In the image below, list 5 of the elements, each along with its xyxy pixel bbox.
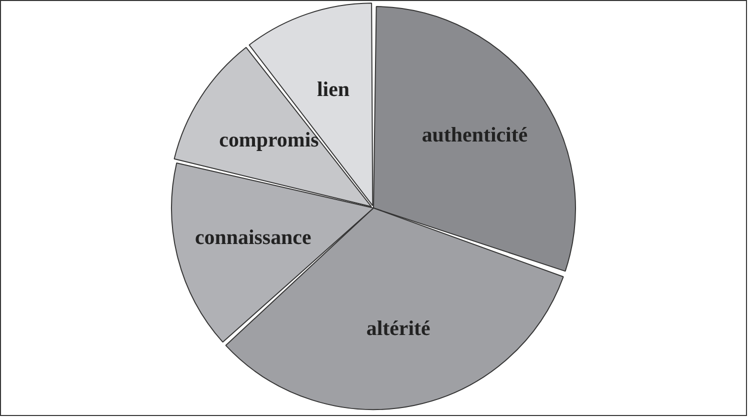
slice-label: authenticité	[422, 122, 528, 146]
slice-label: altérité	[366, 316, 430, 340]
slice-label: lien	[316, 77, 350, 102]
slice-label: compromis	[219, 127, 319, 152]
slice-label: connaissance	[194, 225, 312, 250]
